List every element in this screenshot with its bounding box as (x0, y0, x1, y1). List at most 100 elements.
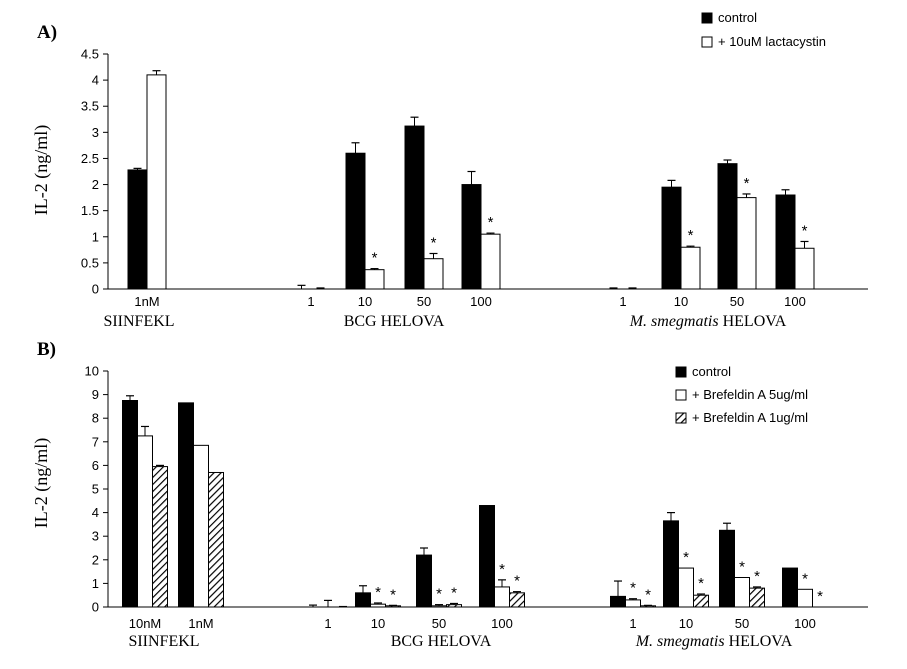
y-tick-label: 1 (92, 576, 99, 591)
legend-swatch-black (701, 12, 713, 24)
x-category-label: 1nM (134, 294, 159, 309)
significance-asterisk: * (817, 588, 823, 605)
y-tick-label: 3 (92, 125, 99, 140)
x-group-label: BCG HELOVA (344, 313, 445, 330)
bar-white (193, 444, 209, 608)
panel-b-category-labels: 10nM 1nM 1 10 50 100 1 10 50 100 (129, 616, 816, 631)
bar-black (479, 505, 495, 608)
bar-white (137, 435, 153, 608)
y-tick-label: 0.5 (81, 255, 99, 270)
bar-white (736, 197, 757, 290)
bar-white (734, 577, 750, 608)
bar-black (345, 152, 366, 290)
bar-white (480, 233, 501, 290)
x-group-label: SIINFEKL (128, 633, 199, 650)
significance-asterisk: * (739, 559, 745, 576)
legend-swatch-white (675, 389, 687, 401)
significance-asterisk: * (390, 586, 396, 603)
significance-asterisk: * (754, 568, 760, 585)
bar-black (661, 186, 682, 290)
panel-a-category-labels: 1nM 1 10 50 100 1 10 50 100 (134, 294, 806, 309)
bar-white (146, 74, 167, 290)
panel-a-y-ticks: 0 0.5 1 1.5 2 2.5 3 3.5 4 4.5 (81, 47, 108, 297)
y-tick-label: 8 (92, 411, 99, 426)
y-tick-label: 1 (92, 229, 99, 244)
bar-white (680, 246, 701, 290)
x-group-label: M. smegmatis HELOVA (635, 633, 793, 650)
x-category-label: 100 (470, 294, 492, 309)
x-category-label: 10nM (129, 616, 162, 631)
significance-asterisk: * (688, 227, 694, 244)
x-category-label: 50 (735, 616, 749, 631)
panel-a-group-labels: SIINFEKL BCG HELOVA M. smegmatis HELOVA (103, 313, 786, 330)
bar-hatch (385, 605, 401, 608)
x-category-label: 1 (619, 294, 626, 309)
y-tick-label: 4 (92, 73, 99, 88)
y-tick-label: 10 (85, 364, 99, 379)
bar-black (719, 529, 735, 608)
y-tick-label: 4.5 (81, 47, 99, 62)
x-group-label-italic: M. smegmatis (629, 313, 719, 330)
y-tick-label: 3.5 (81, 99, 99, 114)
x-category-label: 1 (629, 616, 636, 631)
panel-a: A) IL-2 (ng/ml) 00.511.522.533.544.5 ***… (31, 10, 868, 330)
significance-asterisk: * (436, 586, 442, 603)
bar-black (178, 402, 194, 608)
legend-swatch-hatch (675, 412, 687, 424)
x-category-label: 1nM (188, 616, 213, 631)
bar-hatch (208, 471, 224, 608)
significance-asterisk: * (802, 222, 808, 239)
legend-label: + 10uM lactacystin (718, 34, 826, 49)
bar-white (794, 247, 815, 290)
significance-asterisk: * (431, 234, 437, 251)
panel-b-y-axis-label: IL-2 (ng/ml) (31, 438, 52, 528)
y-tick-label: 4 (92, 505, 99, 520)
x-group-label: SIINFEKL (103, 313, 174, 330)
bar-black (782, 567, 798, 608)
y-tick-label: 9 (92, 387, 99, 402)
legend-swatch-white (701, 36, 713, 48)
bar-black (416, 554, 432, 608)
panel-b-bars: * * * * * * * * * * * * * * (122, 395, 823, 608)
x-group-label-italic: M. smegmatis (635, 633, 725, 650)
significance-asterisk: * (488, 214, 494, 231)
y-tick-label: 2.5 (81, 151, 99, 166)
panel-b-title: B) (37, 339, 56, 360)
x-group-label: M. smegmatis HELOVA (629, 313, 787, 330)
bar-black (122, 400, 138, 608)
legend-label: control (718, 10, 757, 25)
x-category-label: 1 (324, 616, 331, 631)
bar-white (494, 586, 510, 608)
panel-a-y-axis-label: IL-2 (ng/ml) (31, 125, 52, 215)
bar-white (431, 605, 447, 608)
bar-hatch (749, 587, 765, 608)
significance-asterisk: * (630, 580, 636, 597)
y-tick-label: 0 (92, 600, 99, 615)
panel-b-y-ticks: 0 1 2 3 4 5 6 7 8 9 10 (85, 364, 108, 615)
bar-black (717, 163, 738, 290)
y-tick-label: 2 (92, 552, 99, 567)
panel-a-bars: * * * * * * (127, 70, 815, 290)
significance-asterisk: * (514, 573, 520, 590)
bar-white (364, 269, 385, 290)
bar-hatch (152, 466, 168, 608)
bar-hatch (693, 594, 709, 608)
significance-asterisk: * (683, 549, 689, 566)
y-tick-label: 5 (92, 482, 99, 497)
x-category-label: 100 (794, 616, 816, 631)
bar-black (461, 184, 482, 290)
significance-asterisk: * (451, 584, 457, 601)
x-group-label: BCG HELOVA (391, 633, 492, 650)
x-category-label: 10 (371, 616, 385, 631)
bar-black (355, 592, 371, 608)
significance-asterisk: * (698, 575, 704, 592)
significance-asterisk: * (372, 250, 378, 267)
bar-black (127, 169, 148, 290)
x-category-label: 10 (674, 294, 688, 309)
x-category-label: 100 (491, 616, 513, 631)
significance-asterisk: * (375, 584, 381, 601)
x-category-label: 10 (358, 294, 372, 309)
x-category-label: 100 (784, 294, 806, 309)
